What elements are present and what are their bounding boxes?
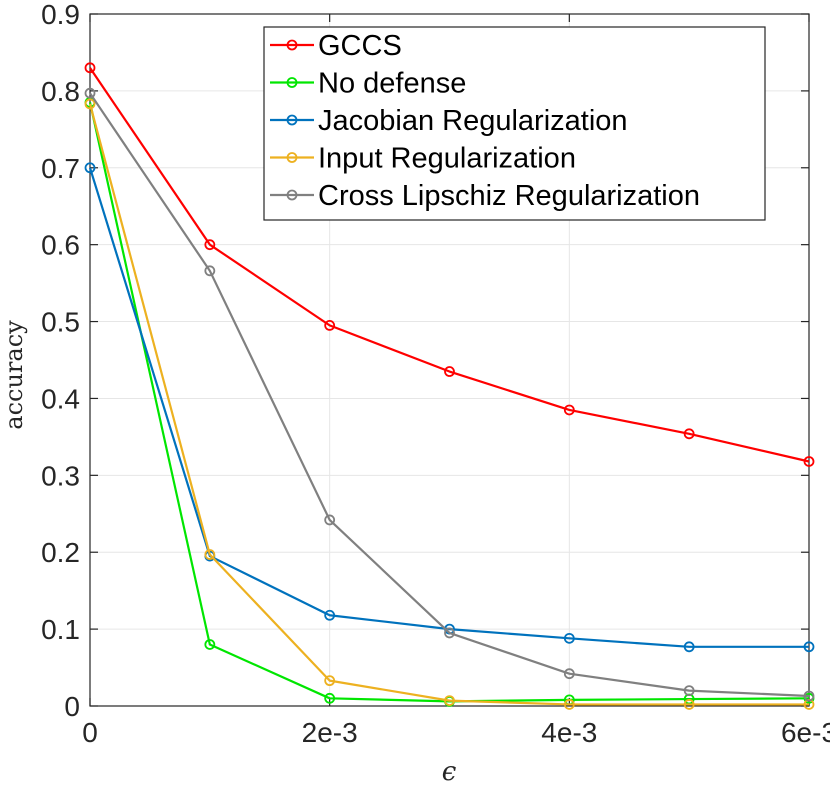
legend-label: Jacobian Regularization: [318, 105, 628, 137]
y-tick-label: 0.7: [41, 153, 80, 184]
data-point: [444, 366, 455, 377]
y-tick-label: 0.1: [41, 614, 80, 645]
series-line: [88, 103, 809, 706]
y-tick-label: 0.6: [41, 230, 80, 261]
y-tick-label: 0.5: [41, 307, 80, 338]
data-point: [803, 641, 815, 653]
data-point: [84, 162, 96, 174]
x-tick-label: 4e-3: [541, 717, 597, 748]
data-point: [324, 675, 336, 687]
axis-ticks: 0 0.1 0.2 0.3 0.4 0.5 0.6 0.7 0.8 0.9 0 2e-3 4e-3 6e-…: [41, 0, 830, 748]
data-point: [324, 319, 336, 331]
data-point: [204, 639, 216, 650]
data-point: [204, 265, 216, 277]
series-line: [89, 67, 810, 463]
data-point: [563, 699, 575, 710]
y-tick-label: 0.8: [41, 76, 80, 107]
legend-label: GCCS: [318, 30, 402, 62]
data-point: [84, 87, 96, 99]
data-point: [324, 692, 336, 704]
legend-marker: [286, 114, 298, 126]
data-point: [803, 690, 815, 702]
legend-marker: [286, 189, 298, 201]
data-point: [204, 549, 216, 560]
legend-label: Cross Lipschiz Regularization: [318, 180, 700, 212]
series-line: [88, 167, 809, 648]
y-tick-label: 0: [64, 691, 80, 722]
y-tick-label: 0.2: [41, 537, 80, 568]
legend-label: Input Regularization: [318, 143, 576, 175]
series-lines: [84, 62, 815, 710]
legend-marker: [286, 39, 298, 51]
y-axis-label: accuracy: [0, 320, 28, 430]
legend-box: [263, 26, 766, 221]
data-point: [683, 641, 695, 653]
data-point: [563, 668, 575, 680]
data-point: [444, 695, 455, 707]
data-point: [84, 62, 96, 74]
x-tick-label: 2e-3: [302, 717, 358, 748]
legend-marker: [286, 152, 298, 163]
series-cross-lipschiz-regularization: [84, 87, 815, 702]
data-point: [683, 428, 695, 440]
legend-label: No defense: [318, 68, 466, 100]
series-line: [89, 92, 810, 698]
data-point: [803, 456, 815, 467]
x-tick-label: 0: [82, 717, 98, 748]
x-tick-label: 6e-3: [781, 717, 830, 748]
data-point: [683, 699, 695, 710]
data-point: [563, 632, 575, 644]
legend-marker: [286, 77, 298, 88]
y-tick-label: 0.3: [41, 460, 80, 491]
data-point: [444, 627, 455, 639]
data-point: [324, 609, 336, 621]
data-point: [204, 239, 216, 251]
data-point: [84, 98, 96, 110]
data-point: [683, 685, 695, 697]
series-gccs: [84, 62, 815, 467]
data-point: [563, 404, 575, 416]
x-axis-label: ϵ: [442, 757, 457, 786]
data-point: [324, 514, 336, 526]
y-tick-label: 0.9: [41, 0, 80, 30]
legend: GCCS No defense Jacobian Regularization Inp…: [263, 26, 766, 221]
y-tick-label: 0.4: [41, 383, 80, 414]
